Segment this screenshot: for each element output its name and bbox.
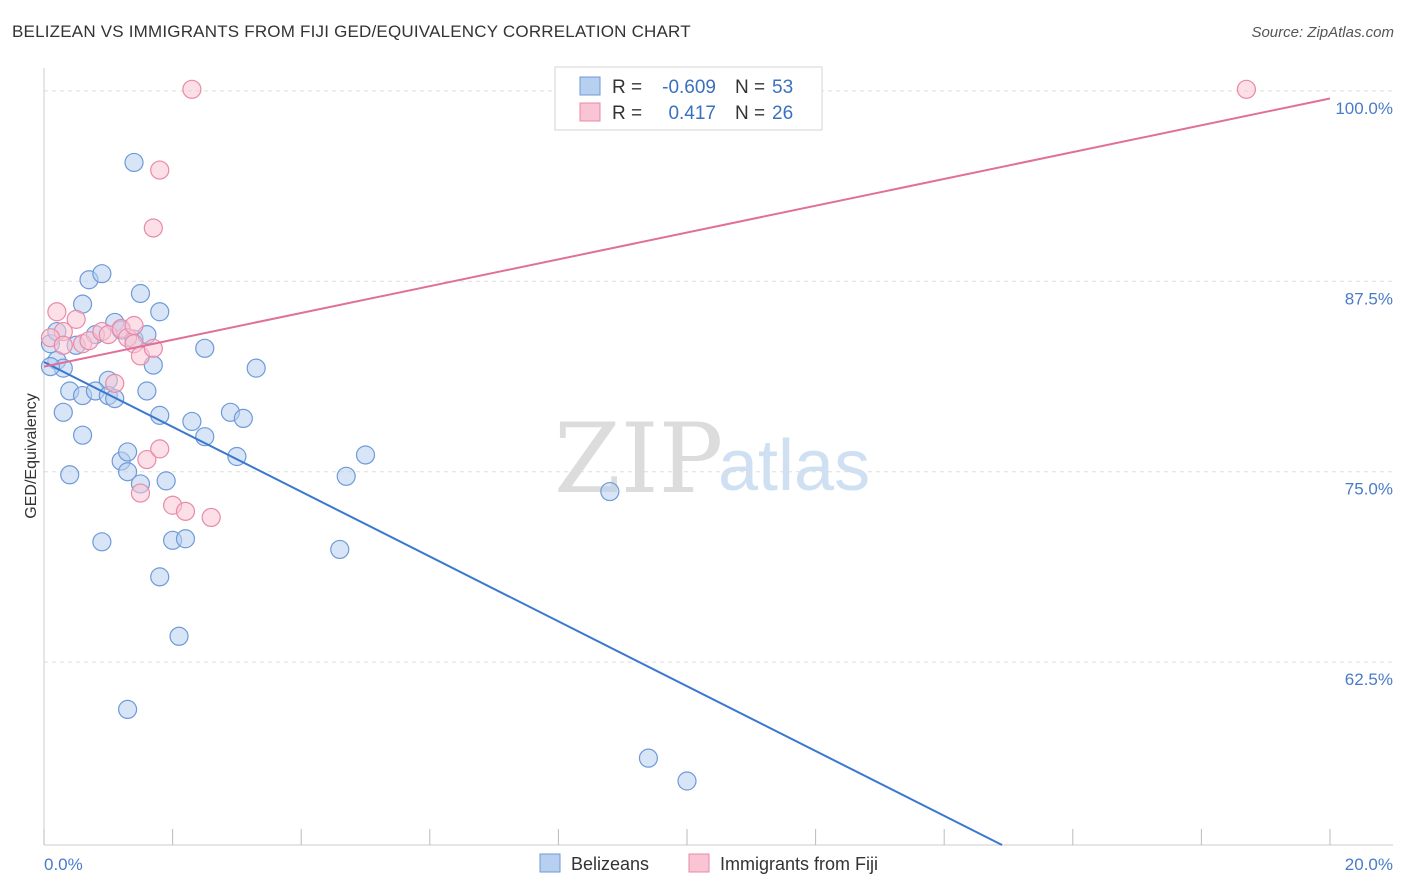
belizeans-point-27 [124, 152, 144, 173]
belizeans-point-6 [53, 402, 73, 422]
belizeans-point-33 [150, 567, 170, 587]
belizeans-point-47 [330, 539, 350, 560]
y-tick-labels: 62.5% 75.0% 87.5% 100.0% [1335, 99, 1393, 689]
belizeans-point-23 [117, 442, 138, 462]
fiji-point-23 [182, 79, 202, 99]
y-axis-label: GED/Equivalency [23, 393, 40, 518]
belizeans-point-38 [182, 411, 202, 432]
series-legend-label-belizeans: Belizeans [571, 854, 649, 874]
fiji-point-19 [175, 501, 196, 521]
series-legend-swatch-fiji [688, 853, 710, 873]
legend-n-label-1: N = [735, 77, 765, 98]
fiji-point-13 [124, 315, 144, 336]
series-legend-label-fiji: Immigrants from Fiji [720, 854, 878, 874]
legend-r-value-fiji: 0.417 [668, 103, 716, 124]
correlation-legend: R = -0.609 N = 53 R = 0.417 N = 26 [554, 66, 823, 131]
belizeans-point-29 [137, 381, 157, 401]
fiji-point-24 [1236, 79, 1257, 99]
belizeans-point-26 [130, 283, 151, 304]
y-tick-label-3: 100.0% [1335, 99, 1393, 118]
watermark: ZIP atlas [554, 403, 870, 515]
legend-n-value-fiji: 26 [772, 103, 793, 124]
fiji-trend-line [43, 97, 1331, 368]
belizeans-point-15 [72, 425, 93, 445]
grid-lines [44, 90, 1393, 663]
fiji-point-17 [130, 483, 151, 503]
axes [43, 68, 1393, 846]
y-tick-label-2: 87.5% [1345, 289, 1393, 308]
fiji-point-15 [137, 449, 157, 470]
belizeans-point-31 [150, 405, 170, 425]
x-tick-label-min: 0.0% [44, 855, 83, 874]
belizeans-trend-line [43, 361, 1003, 846]
legend-n-value-belizeans: 53 [772, 77, 793, 98]
belizeans-point-11 [92, 264, 112, 284]
belizeans-point-44 [233, 408, 253, 429]
fiji-point-0 [47, 302, 67, 322]
x-ticks [43, 829, 1331, 845]
legend-r-label-2: R = [612, 103, 642, 124]
belizeans-point-50 [600, 481, 620, 502]
belizeans-point-51 [638, 748, 659, 768]
belizeans-point-22 [117, 462, 138, 482]
x-tick-label-max: 20.0% [1345, 855, 1393, 874]
fiji-point-25 [53, 335, 73, 355]
y-tick-label-1: 75.0% [1345, 480, 1393, 499]
fiji-point-16 [150, 439, 170, 459]
belizeans-point-49 [92, 532, 112, 552]
fiji-point-3 [66, 309, 86, 329]
series-legend-swatch-belizeans [539, 853, 561, 873]
watermark-atlas: atlas [718, 426, 870, 506]
fiji-point-22 [150, 160, 170, 180]
belizeans-point-46 [336, 466, 356, 486]
belizeans-point-40 [195, 338, 215, 358]
chart-title: BELIZEAN VS IMMIGRANTS FROM FIJI GED/EQU… [12, 22, 691, 41]
legend-r-label-1: R = [612, 77, 642, 98]
legend-n-label-2: N = [735, 103, 765, 124]
belizeans-point-32 [156, 471, 176, 491]
legend-swatch-belizeans [579, 76, 601, 96]
y-tick-label-0: 62.5% [1345, 670, 1393, 689]
belizeans-point-16 [60, 465, 80, 485]
belizeans-point-37 [169, 626, 189, 646]
belizeans-point-41 [117, 699, 138, 720]
belizeans-point-34 [150, 302, 170, 322]
watermark-zip: ZIP [554, 403, 723, 515]
trend-lines [43, 97, 1331, 846]
fiji-point-8 [105, 373, 125, 393]
belizeans-point-36 [175, 529, 196, 549]
fiji-point-20 [201, 507, 221, 528]
fiji-point-21 [143, 218, 163, 238]
belizeans-point-48 [355, 445, 376, 465]
legend-swatch-fiji [579, 102, 601, 122]
belizeans-point-52 [677, 771, 697, 791]
legend-r-value-belizeans: -0.609 [662, 77, 716, 98]
series-legend: Belizeans Immigrants from Fiji [539, 853, 878, 874]
belizeans-point-45 [246, 358, 266, 378]
source-credit: Source: ZipAtlas.com [1251, 24, 1394, 41]
